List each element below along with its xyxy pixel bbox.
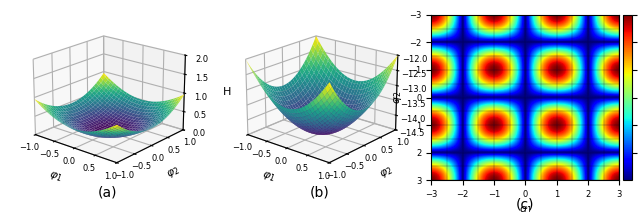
Title: (a): (a): [98, 185, 117, 199]
Y-axis label: $q_2$: $q_2$: [392, 91, 404, 104]
Title: (b): (b): [310, 185, 330, 199]
Y-axis label: $\varphi_2$: $\varphi_2$: [378, 164, 395, 181]
X-axis label: $\varphi_1$: $\varphi_1$: [260, 169, 276, 185]
Title: (c): (c): [516, 197, 534, 211]
X-axis label: $q_1$: $q_1$: [518, 205, 532, 212]
Y-axis label: $\varphi_2$: $\varphi_2$: [165, 164, 182, 181]
X-axis label: $\varphi_1$: $\varphi_1$: [47, 169, 64, 185]
